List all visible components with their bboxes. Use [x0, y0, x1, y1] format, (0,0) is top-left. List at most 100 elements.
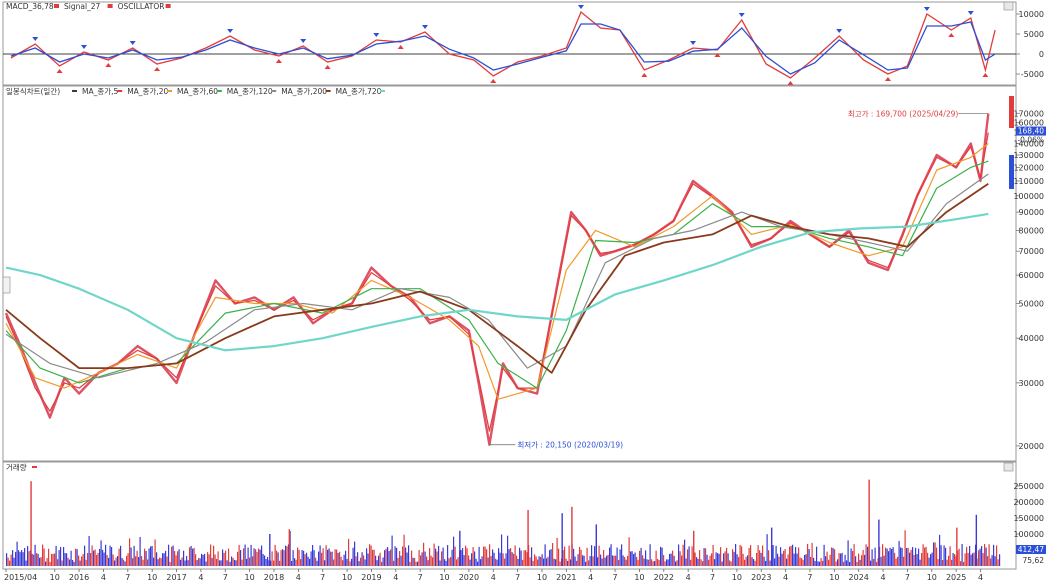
volume-bar: [477, 561, 479, 566]
macd-buy-arrow: [714, 53, 721, 57]
volume-bar: [274, 544, 276, 566]
volume-bar: [750, 545, 752, 566]
macd-buy-arrow: [490, 79, 497, 83]
volume-bar: [847, 540, 849, 566]
volume-bar: [769, 560, 771, 566]
volume-bar: [501, 534, 503, 566]
volume-bar: [144, 548, 146, 566]
volume-legend-swatch: [32, 466, 37, 468]
volume-bar: [981, 546, 983, 566]
volume-bar: [408, 545, 410, 566]
volume-bar: [697, 558, 699, 566]
volume-bar: [441, 551, 443, 566]
volume-bar: [481, 556, 483, 566]
volume-bar: [619, 549, 621, 566]
volume-bar: [667, 559, 669, 566]
volume-bar: [129, 538, 131, 566]
volume-bar: [238, 544, 240, 566]
volume-current-value-label: 412,47: [1018, 545, 1044, 554]
macd-y-tick-label: 0: [1039, 50, 1044, 59]
volume-bar: [591, 545, 593, 566]
volume-bar: [496, 559, 498, 566]
volume-spike-bar: [288, 529, 291, 566]
volume-bar: [187, 560, 189, 566]
macd-sell-arrow: [300, 39, 307, 43]
volume-bar: [964, 553, 966, 566]
volume-bar: [706, 554, 708, 566]
volume-bar: [495, 558, 497, 566]
volume-scroll-button[interactable]: [1003, 462, 1014, 472]
volume-bar: [856, 561, 858, 566]
volume-bar: [649, 544, 651, 566]
volume-bar: [604, 557, 606, 566]
volume-bar: [475, 558, 477, 566]
volume-bar: [480, 559, 482, 566]
volume-bar: [853, 544, 855, 566]
volume-bar: [22, 552, 24, 566]
price-change-label: -0.06%: [1017, 136, 1044, 145]
x-tick-label: 4: [393, 573, 398, 582]
macd-buy-arrow: [324, 65, 331, 69]
price-legend-label: MA_종가,120: [227, 87, 273, 96]
volume-bar: [529, 557, 531, 566]
volume-bar: [994, 556, 996, 566]
volume-bar: [63, 547, 65, 566]
macd-scroll-button[interactable]: [1003, 1, 1014, 11]
price-y-tick-label: 130000: [1013, 151, 1044, 160]
volume-bar: [567, 560, 569, 566]
volume-bar: [900, 547, 902, 566]
volume-bar: [84, 545, 86, 566]
volume-bar: [177, 551, 179, 566]
price-series-line-3: [5, 160, 989, 389]
x-tick-label: 2015/04: [4, 573, 37, 582]
volume-bar: [244, 544, 246, 566]
volume-bar: [147, 559, 149, 566]
macd-legend-label: OSCILLATOR: [118, 2, 165, 11]
volume-bar: [694, 552, 696, 566]
x-tick-label: 10: [927, 573, 937, 582]
volume-bar: [784, 548, 786, 566]
volume-bar: [534, 554, 536, 566]
volume-bar: [435, 548, 437, 566]
macd-legend-swatch: [54, 4, 59, 8]
volume-bar: [394, 546, 396, 566]
volume-bar: [568, 545, 570, 566]
volume-bar: [426, 556, 428, 566]
volume-bar: [673, 555, 675, 566]
volume-spike-bar: [975, 514, 978, 566]
macd-sell-arrow: [923, 7, 930, 11]
volume-bar: [586, 547, 588, 566]
volume-bar: [844, 554, 846, 566]
volume-bar: [709, 555, 711, 566]
volume-bar: [109, 545, 111, 566]
volume-bar: [153, 557, 155, 566]
volume-bar: [135, 556, 137, 566]
volume-bar: [132, 558, 134, 566]
x-tick-label: 7: [710, 573, 715, 582]
volume-bar: [880, 556, 882, 566]
macd-buy-arrow: [641, 73, 648, 77]
left-scroll-handle[interactable]: [2, 276, 11, 294]
volume-bar: [556, 537, 558, 566]
volume-bar: [133, 545, 135, 566]
volume-bar: [492, 549, 494, 566]
volume-bar: [462, 548, 464, 566]
macd-legend-swatch: [107, 4, 113, 8]
volume-bar: [639, 550, 641, 566]
volume-bar: [357, 552, 359, 566]
volume-bar: [166, 556, 168, 566]
price-legend-swatch: [72, 90, 77, 92]
volume-bar: [180, 559, 182, 566]
volume-bar: [730, 561, 732, 566]
volume-bar: [315, 557, 317, 566]
price-annotations: 최고가 : 169,700 (2025/04/29) 최저가 : 20,150 (…: [489, 109, 989, 450]
volume-bar: [922, 544, 924, 566]
volume-bar: [909, 552, 911, 566]
volume-bar: [840, 553, 842, 566]
volume-bar: [894, 552, 896, 566]
volume-bar: [265, 559, 267, 566]
volume-bar: [130, 547, 132, 566]
volume-bar: [835, 561, 837, 566]
